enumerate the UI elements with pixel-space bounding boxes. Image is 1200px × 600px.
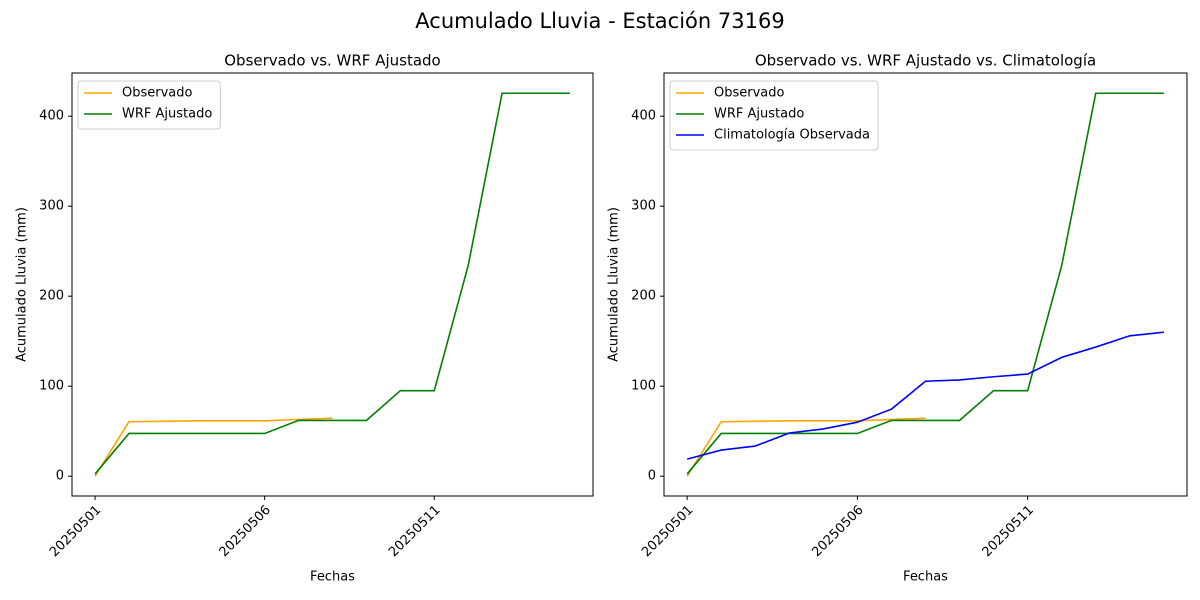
x-axis-label: Fechas xyxy=(310,570,355,585)
legend-label: WRF Ajustado xyxy=(714,107,804,122)
series-line xyxy=(686,92,1164,475)
legend-label: Climatología Observada xyxy=(714,128,870,143)
series-line xyxy=(686,331,1164,460)
x-tick-label: 20250511 xyxy=(386,503,443,560)
y-axis-label: Acumulado Lluvia (mm) xyxy=(15,207,30,362)
plot-frame xyxy=(71,72,594,497)
x-tick-label: 20250506 xyxy=(809,503,866,560)
series-line xyxy=(686,417,926,477)
y-tick-label: 400 xyxy=(631,109,656,124)
chart-title: Observado vs. WRF Ajustado xyxy=(224,52,440,70)
y-axis-label: Acumulado Lluvia (mm) xyxy=(607,207,622,362)
legend: Observado WRF Ajustado Climatología Observ… xyxy=(669,80,879,151)
y-tick-label: 300 xyxy=(631,199,656,214)
legend-label: Observado xyxy=(122,86,193,101)
legend: Observado WRF Ajustado xyxy=(77,80,221,130)
y-tick-label: 400 xyxy=(39,109,64,124)
x-tick-label: 20250501 xyxy=(639,503,696,560)
x-tick-label: 20250506 xyxy=(217,503,274,560)
series-line xyxy=(94,417,333,477)
x-tick-label: 20250501 xyxy=(47,503,104,560)
legend-box xyxy=(77,80,221,130)
y-tick-label: 100 xyxy=(631,379,656,394)
chart-title: Observado vs. WRF Ajustado vs. Climatolo… xyxy=(755,52,1096,70)
y-tick-label: 0 xyxy=(648,469,656,484)
legend-box xyxy=(669,80,879,151)
series-line xyxy=(94,92,570,475)
x-tick-label: 20250511 xyxy=(980,503,1037,560)
y-tick-label: 200 xyxy=(631,289,656,304)
x-axis-label: Fechas xyxy=(903,570,948,585)
plot-frame xyxy=(663,72,1188,497)
y-tick-label: 100 xyxy=(39,379,64,394)
y-tick-label: 200 xyxy=(39,289,64,304)
legend-label: Observado xyxy=(714,86,785,101)
y-tick-label: 0 xyxy=(56,469,64,484)
y-tick-label: 300 xyxy=(39,199,64,214)
figure-title: Acumulado Lluvia - Estación 73169 xyxy=(415,9,784,33)
legend-label: WRF Ajustado xyxy=(122,107,212,122)
